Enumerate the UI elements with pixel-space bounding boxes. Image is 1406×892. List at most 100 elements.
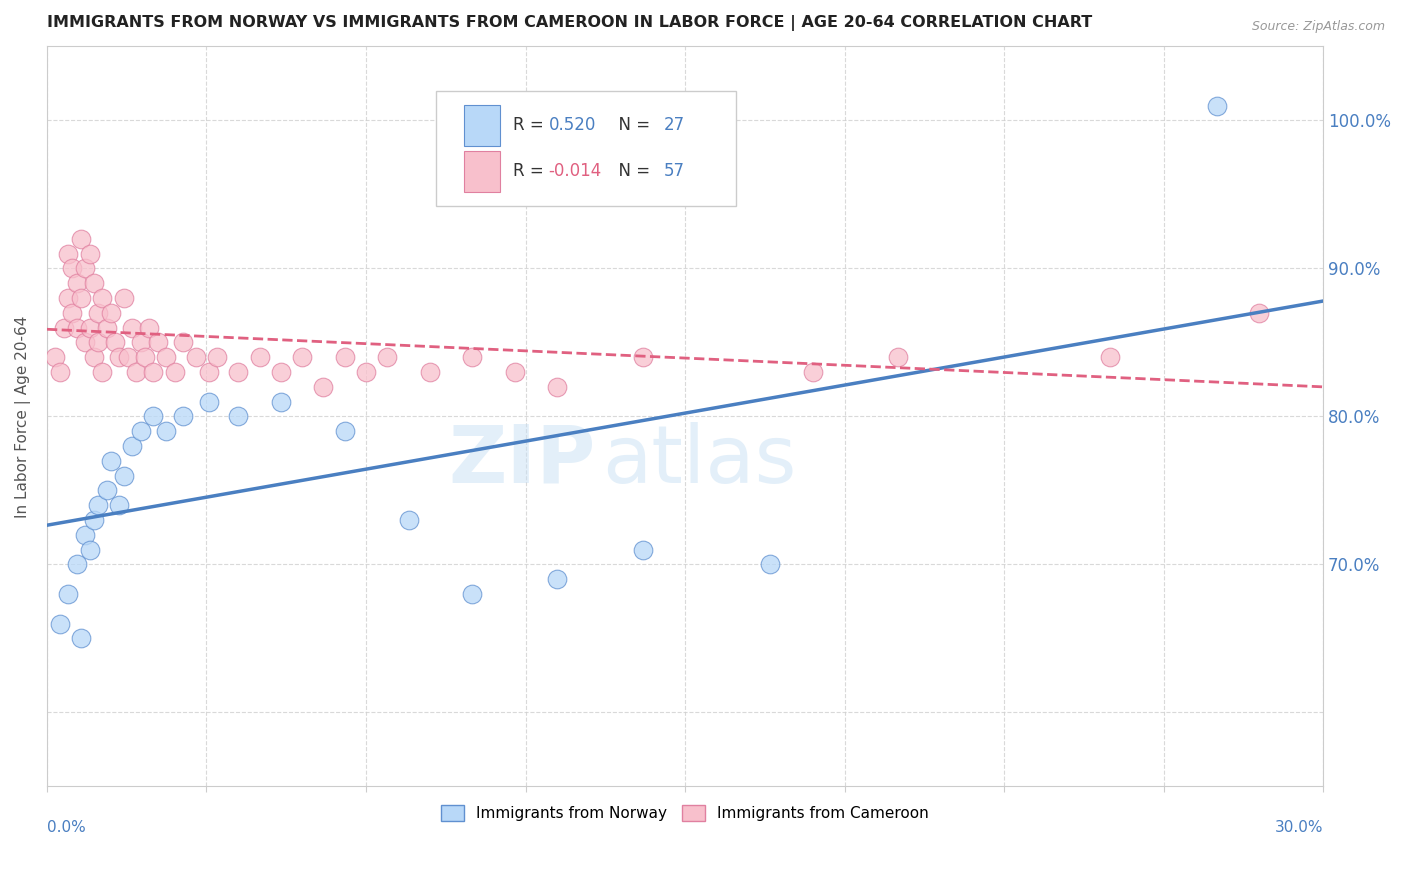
Point bbox=[58, 246, 80, 260]
Text: Source: ZipAtlas.com: Source: ZipAtlas.com bbox=[1251, 20, 1385, 33]
Point bbox=[249, 351, 271, 365]
Point bbox=[87, 335, 110, 350]
Point bbox=[53, 320, 76, 334]
Point bbox=[134, 351, 156, 365]
Point bbox=[66, 558, 89, 572]
Point bbox=[66, 320, 89, 334]
Point bbox=[546, 380, 568, 394]
Point bbox=[96, 320, 118, 334]
Point bbox=[172, 335, 194, 350]
Point bbox=[129, 335, 152, 350]
Point bbox=[1249, 306, 1271, 320]
Point bbox=[163, 365, 186, 379]
Point bbox=[79, 542, 101, 557]
Point bbox=[70, 632, 93, 646]
Point bbox=[228, 365, 250, 379]
Text: atlas: atlas bbox=[602, 422, 796, 500]
Point bbox=[62, 261, 84, 276]
Point bbox=[138, 320, 160, 334]
Point bbox=[100, 306, 122, 320]
Point bbox=[129, 424, 152, 438]
Point bbox=[887, 351, 910, 365]
Point bbox=[398, 513, 420, 527]
Point bbox=[96, 483, 118, 498]
Point bbox=[270, 365, 292, 379]
Point bbox=[801, 365, 824, 379]
Text: 27: 27 bbox=[664, 116, 685, 134]
Point bbox=[121, 439, 143, 453]
Point bbox=[125, 365, 148, 379]
Point bbox=[108, 498, 131, 512]
Point bbox=[121, 320, 143, 334]
Text: N =: N = bbox=[609, 162, 655, 180]
Point bbox=[546, 572, 568, 586]
Point bbox=[184, 351, 207, 365]
Point bbox=[100, 454, 122, 468]
Point bbox=[1205, 98, 1227, 112]
Point bbox=[83, 351, 105, 365]
Text: -0.014: -0.014 bbox=[548, 162, 602, 180]
Y-axis label: In Labor Force | Age 20-64: In Labor Force | Age 20-64 bbox=[15, 315, 31, 517]
Point bbox=[112, 291, 135, 305]
Text: 0.520: 0.520 bbox=[548, 116, 596, 134]
Point bbox=[70, 291, 93, 305]
Point bbox=[112, 468, 135, 483]
Point bbox=[155, 424, 177, 438]
Point bbox=[375, 351, 398, 365]
Point bbox=[197, 394, 219, 409]
Point bbox=[87, 306, 110, 320]
FancyBboxPatch shape bbox=[464, 105, 501, 145]
Text: R =: R = bbox=[513, 162, 548, 180]
Text: 0.0%: 0.0% bbox=[46, 820, 86, 835]
Text: 30.0%: 30.0% bbox=[1275, 820, 1323, 835]
Point bbox=[461, 587, 484, 601]
Point bbox=[419, 365, 441, 379]
Point bbox=[291, 351, 314, 365]
FancyBboxPatch shape bbox=[464, 151, 501, 192]
Point bbox=[461, 351, 484, 365]
Point bbox=[58, 587, 80, 601]
Point bbox=[62, 306, 84, 320]
Point bbox=[631, 542, 654, 557]
Point bbox=[75, 335, 97, 350]
Text: R =: R = bbox=[513, 116, 548, 134]
Point bbox=[104, 335, 127, 350]
Text: N =: N = bbox=[609, 116, 655, 134]
Point bbox=[333, 351, 356, 365]
Point bbox=[354, 365, 377, 379]
Point bbox=[58, 291, 80, 305]
Point bbox=[631, 351, 654, 365]
Point bbox=[48, 616, 70, 631]
Point bbox=[108, 351, 131, 365]
Text: 57: 57 bbox=[664, 162, 685, 180]
Point bbox=[146, 335, 169, 350]
FancyBboxPatch shape bbox=[436, 91, 737, 205]
Point bbox=[1099, 351, 1122, 365]
Point bbox=[142, 365, 165, 379]
Point bbox=[172, 409, 194, 424]
Point bbox=[75, 528, 97, 542]
Point bbox=[44, 351, 66, 365]
Point bbox=[205, 351, 228, 365]
Point bbox=[312, 380, 335, 394]
Point bbox=[70, 232, 93, 246]
Point bbox=[87, 498, 110, 512]
Point bbox=[66, 277, 89, 291]
Point bbox=[197, 365, 219, 379]
Point bbox=[270, 394, 292, 409]
Point bbox=[333, 424, 356, 438]
Point bbox=[91, 291, 114, 305]
Point bbox=[228, 409, 250, 424]
Point bbox=[83, 277, 105, 291]
Text: IMMIGRANTS FROM NORWAY VS IMMIGRANTS FROM CAMEROON IN LABOR FORCE | AGE 20-64 CO: IMMIGRANTS FROM NORWAY VS IMMIGRANTS FRO… bbox=[46, 15, 1092, 31]
Point bbox=[48, 365, 70, 379]
Point bbox=[117, 351, 139, 365]
Point bbox=[155, 351, 177, 365]
Point bbox=[83, 513, 105, 527]
Point bbox=[79, 246, 101, 260]
Point bbox=[142, 409, 165, 424]
Legend: Immigrants from Norway, Immigrants from Cameroon: Immigrants from Norway, Immigrants from … bbox=[434, 798, 935, 827]
Point bbox=[79, 320, 101, 334]
Point bbox=[759, 558, 782, 572]
Point bbox=[503, 365, 526, 379]
